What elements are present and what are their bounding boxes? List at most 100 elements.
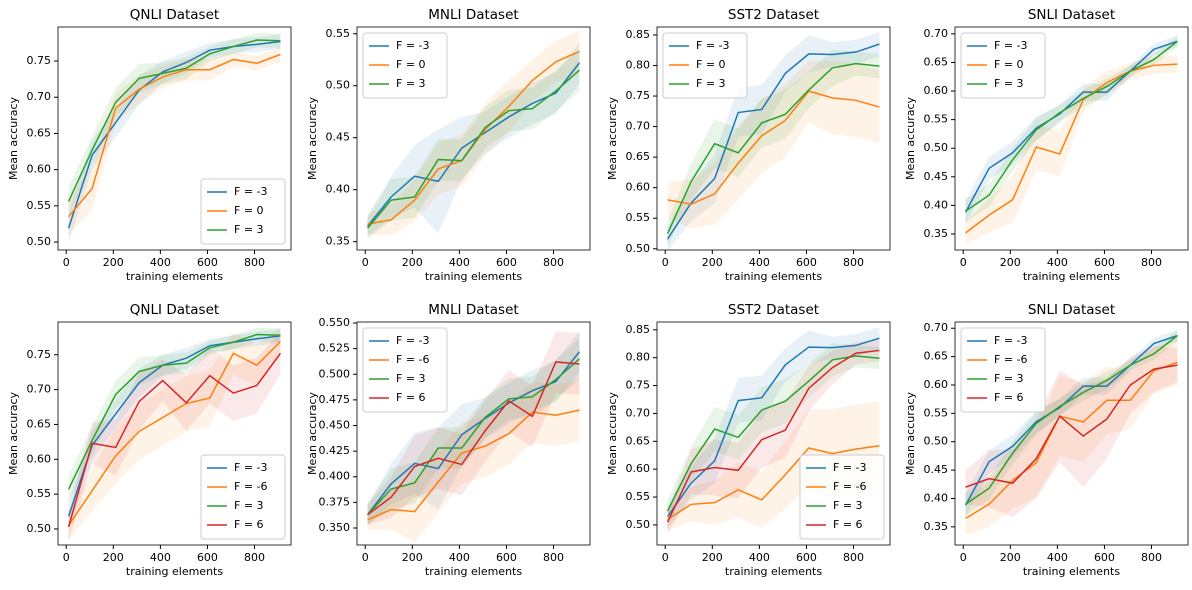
y-tick-label: 0.425 bbox=[319, 444, 351, 457]
y-tick-label: 0.550 bbox=[319, 316, 351, 329]
series-line bbox=[965, 63, 1178, 234]
y-tick-label: 0.75 bbox=[626, 89, 651, 102]
series-line bbox=[666, 43, 880, 240]
series-line bbox=[667, 445, 880, 520]
legend-label: F = 3 bbox=[396, 372, 426, 385]
chart-title: SST2 Dataset bbox=[728, 302, 819, 318]
x-tick-label: 200 bbox=[103, 256, 124, 269]
x-axis-label: training elements bbox=[725, 270, 822, 283]
y-tick-label: 0.60 bbox=[924, 84, 949, 97]
y-tick-label: 0.65 bbox=[924, 350, 949, 363]
x-tick-label: 800 bbox=[543, 256, 564, 269]
y-tick-label: 0.40 bbox=[924, 198, 949, 211]
x-tick-label: 600 bbox=[1094, 256, 1115, 269]
y-tick-label: 0.65 bbox=[27, 417, 52, 430]
y-tick-label: 0.55 bbox=[626, 490, 651, 503]
x-tick-label: 200 bbox=[702, 551, 723, 564]
y-tick-label: 0.450 bbox=[319, 419, 351, 432]
x-tick-label: 0 bbox=[662, 256, 669, 269]
x-tick-label: 800 bbox=[543, 551, 564, 564]
legend-label: F = 3 bbox=[994, 372, 1024, 385]
legend-box bbox=[200, 454, 286, 540]
legend-label: F = 3 bbox=[994, 77, 1024, 90]
legend-box bbox=[799, 454, 885, 540]
y-tick-label: 0.55 bbox=[924, 406, 949, 419]
x-tick-label: 400 bbox=[1047, 256, 1068, 269]
legend-label: F = 3 bbox=[696, 77, 726, 90]
error-band bbox=[68, 47, 281, 235]
legend-label: F = 3 bbox=[396, 77, 426, 90]
plot-frame bbox=[57, 321, 292, 546]
x-tick-label: 600 bbox=[1094, 551, 1115, 564]
y-tick-label: 0.85 bbox=[626, 323, 651, 336]
legend-label: F = 3 bbox=[234, 223, 264, 236]
error-band bbox=[965, 329, 1178, 517]
panel: 0 200 400 600 800 0.50 0.55 0.60 0.65 0.70 0.75 0.8… bbox=[606, 7, 891, 283]
y-axis-label: Mean accuracy bbox=[306, 96, 319, 180]
y-tick-label: 0.70 bbox=[27, 383, 52, 396]
legend-label: F = 6 bbox=[234, 518, 264, 531]
series-line bbox=[666, 349, 880, 523]
x-tick-label: 800 bbox=[1141, 551, 1162, 564]
y-tick-label: 0.55 bbox=[27, 199, 52, 212]
plot-frame bbox=[656, 26, 891, 251]
y-axis-label: Mean accuracy bbox=[606, 96, 619, 180]
legend-label: F = -6 bbox=[994, 353, 1028, 366]
y-tick-label: 0.55 bbox=[626, 211, 651, 224]
x-tick-label: 400 bbox=[749, 551, 770, 564]
error-band bbox=[667, 401, 880, 531]
y-axis-label: Mean accuracy bbox=[306, 391, 319, 475]
error-band bbox=[965, 35, 1178, 223]
y-tick-label: 0.75 bbox=[626, 379, 651, 392]
y-tick-label: 0.50 bbox=[326, 79, 351, 92]
error-band bbox=[667, 339, 880, 534]
error-band bbox=[667, 343, 880, 523]
x-axis-label: training elements bbox=[126, 565, 223, 578]
x-tick-label: 400 bbox=[150, 256, 171, 269]
legend-label: F = 0 bbox=[396, 58, 426, 71]
y-tick-label: 0.55 bbox=[326, 27, 351, 40]
legend-label: F = -3 bbox=[994, 334, 1028, 347]
y-tick-label: 0.65 bbox=[626, 434, 651, 447]
error-band bbox=[667, 327, 880, 528]
legend-box bbox=[362, 327, 448, 413]
legend-label: F = 6 bbox=[833, 518, 863, 531]
legend-box bbox=[662, 32, 748, 99]
chart-title: MNLI Dataset bbox=[428, 7, 518, 23]
y-tick-label: 0.75 bbox=[27, 348, 52, 361]
legend-label: F = -6 bbox=[396, 353, 430, 366]
x-tick-label: 400 bbox=[150, 551, 171, 564]
x-tick-label: 800 bbox=[244, 551, 265, 564]
series-line bbox=[965, 361, 1178, 519]
legend-label: F = 6 bbox=[994, 391, 1024, 404]
series-line bbox=[666, 337, 880, 517]
y-tick-label: 0.55 bbox=[27, 487, 52, 500]
x-axis-label: training elements bbox=[126, 270, 223, 283]
legend-label: F = -3 bbox=[833, 461, 867, 474]
series-line bbox=[965, 364, 1178, 488]
y-tick-label: 0.70 bbox=[626, 406, 651, 419]
y-axis-label: Mean accuracy bbox=[7, 96, 20, 180]
plot-frame bbox=[356, 26, 591, 251]
x-tick-label: 200 bbox=[402, 551, 423, 564]
panel: 0 200 400 600 800 0.35 0.40 0.45 0.50 0.55 0.60 0.6… bbox=[904, 7, 1189, 283]
legend-label: F = 0 bbox=[234, 204, 264, 217]
x-axis-label: training elements bbox=[425, 270, 522, 283]
legend-label: F = 3 bbox=[234, 499, 264, 512]
legend-label: F = -6 bbox=[833, 480, 867, 493]
x-tick-label: 600 bbox=[496, 551, 517, 564]
chart-title: SST2 Dataset bbox=[728, 7, 819, 23]
plot-frame bbox=[656, 321, 891, 546]
legend-label: F = -3 bbox=[396, 334, 430, 347]
x-tick-label: 200 bbox=[402, 256, 423, 269]
chart-title: QNLI Dataset bbox=[130, 7, 219, 23]
error-band bbox=[965, 339, 1178, 536]
legend-label: F = -3 bbox=[234, 461, 268, 474]
y-tick-label: 0.50 bbox=[27, 522, 52, 535]
y-tick-label: 0.70 bbox=[924, 321, 949, 334]
series-line bbox=[367, 62, 581, 227]
y-tick-label: 0.35 bbox=[326, 235, 351, 248]
y-tick-label: 0.50 bbox=[924, 141, 949, 154]
x-tick-label: 200 bbox=[1000, 551, 1021, 564]
